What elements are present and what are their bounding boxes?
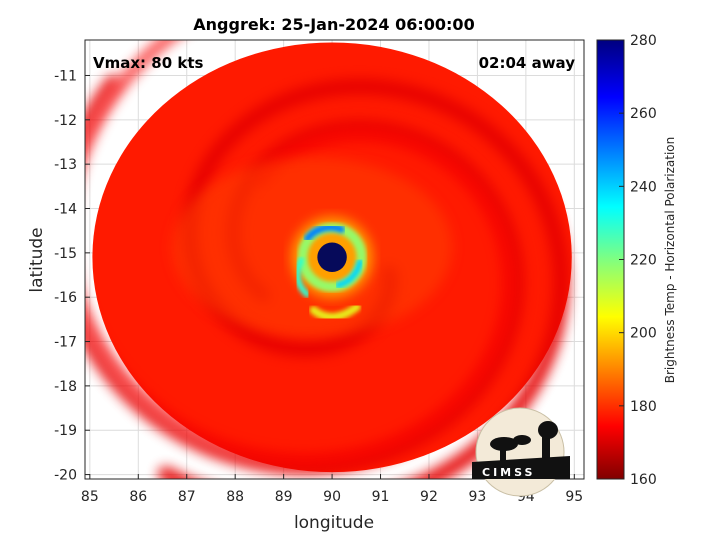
y-tick-label: -14 (54, 202, 77, 218)
x-tick-label: 89 (275, 489, 293, 505)
y-tick-label: -20 (54, 468, 77, 484)
x-tick-label: 91 (372, 489, 390, 505)
colorbar-tick-label: 280 (630, 33, 657, 49)
eyewall-core-west (294, 257, 311, 298)
colorbar-label: Brightness Temp - Horizontal Polarizatio… (663, 137, 677, 384)
y-ticks: -11 -12 -13 -14 -15 -16 -17 -18 -19 -20 (54, 68, 90, 484)
x-tick-label: 87 (178, 489, 196, 505)
x-tick-label: 95 (565, 489, 583, 505)
logo-text: CIMSS (482, 466, 535, 479)
y-tick-label: -19 (54, 423, 77, 439)
y-tick-label: -18 (54, 379, 77, 395)
colorbar-tick-label: 200 (630, 326, 657, 342)
inner-band-south (309, 302, 361, 321)
x-tick-label: 88 (226, 489, 244, 505)
time-away-annotation: 02:04 away (479, 54, 576, 72)
x-tick-label: 85 (81, 489, 99, 505)
axes-frame (84, 39, 585, 480)
y-tick-label: -13 (54, 157, 77, 173)
colorbar-tick-label: 160 (630, 472, 657, 488)
colorbar-tick-label: 220 (630, 253, 657, 269)
y-tick-label: -16 (54, 290, 77, 306)
y-tick-label: -11 (54, 68, 77, 84)
colorbar-tick-label: 240 (630, 179, 657, 195)
eye (317, 242, 347, 273)
y-tick-label: -17 (54, 335, 77, 351)
colorbar-ticks: 280 260 240 220 200 180 160 (619, 33, 657, 488)
eyewall-core-north (303, 223, 345, 243)
colorbar-tick-label: 260 (630, 106, 657, 122)
x-tick-label: 86 (129, 489, 147, 505)
y-tick-label: -12 (54, 113, 77, 129)
vmax-annotation: Vmax: 80 kts (93, 54, 203, 72)
rain-band (85, 40, 515, 466)
eyewall-core-south (335, 258, 363, 289)
colorbar-tick-label: 180 (630, 399, 657, 415)
x-tick-label: 92 (420, 489, 438, 505)
x-tick-label: 93 (469, 489, 487, 505)
y-tick-label: -15 (54, 246, 77, 262)
x-tick-label: 90 (323, 489, 341, 505)
y-axis-label: latitude (27, 227, 47, 292)
chart-title: Anggrek: 25-Jan-2024 06:00:00 (193, 15, 474, 34)
x-axis-label: longitude (294, 513, 374, 533)
cimss-logo: CIMSS (472, 407, 570, 497)
